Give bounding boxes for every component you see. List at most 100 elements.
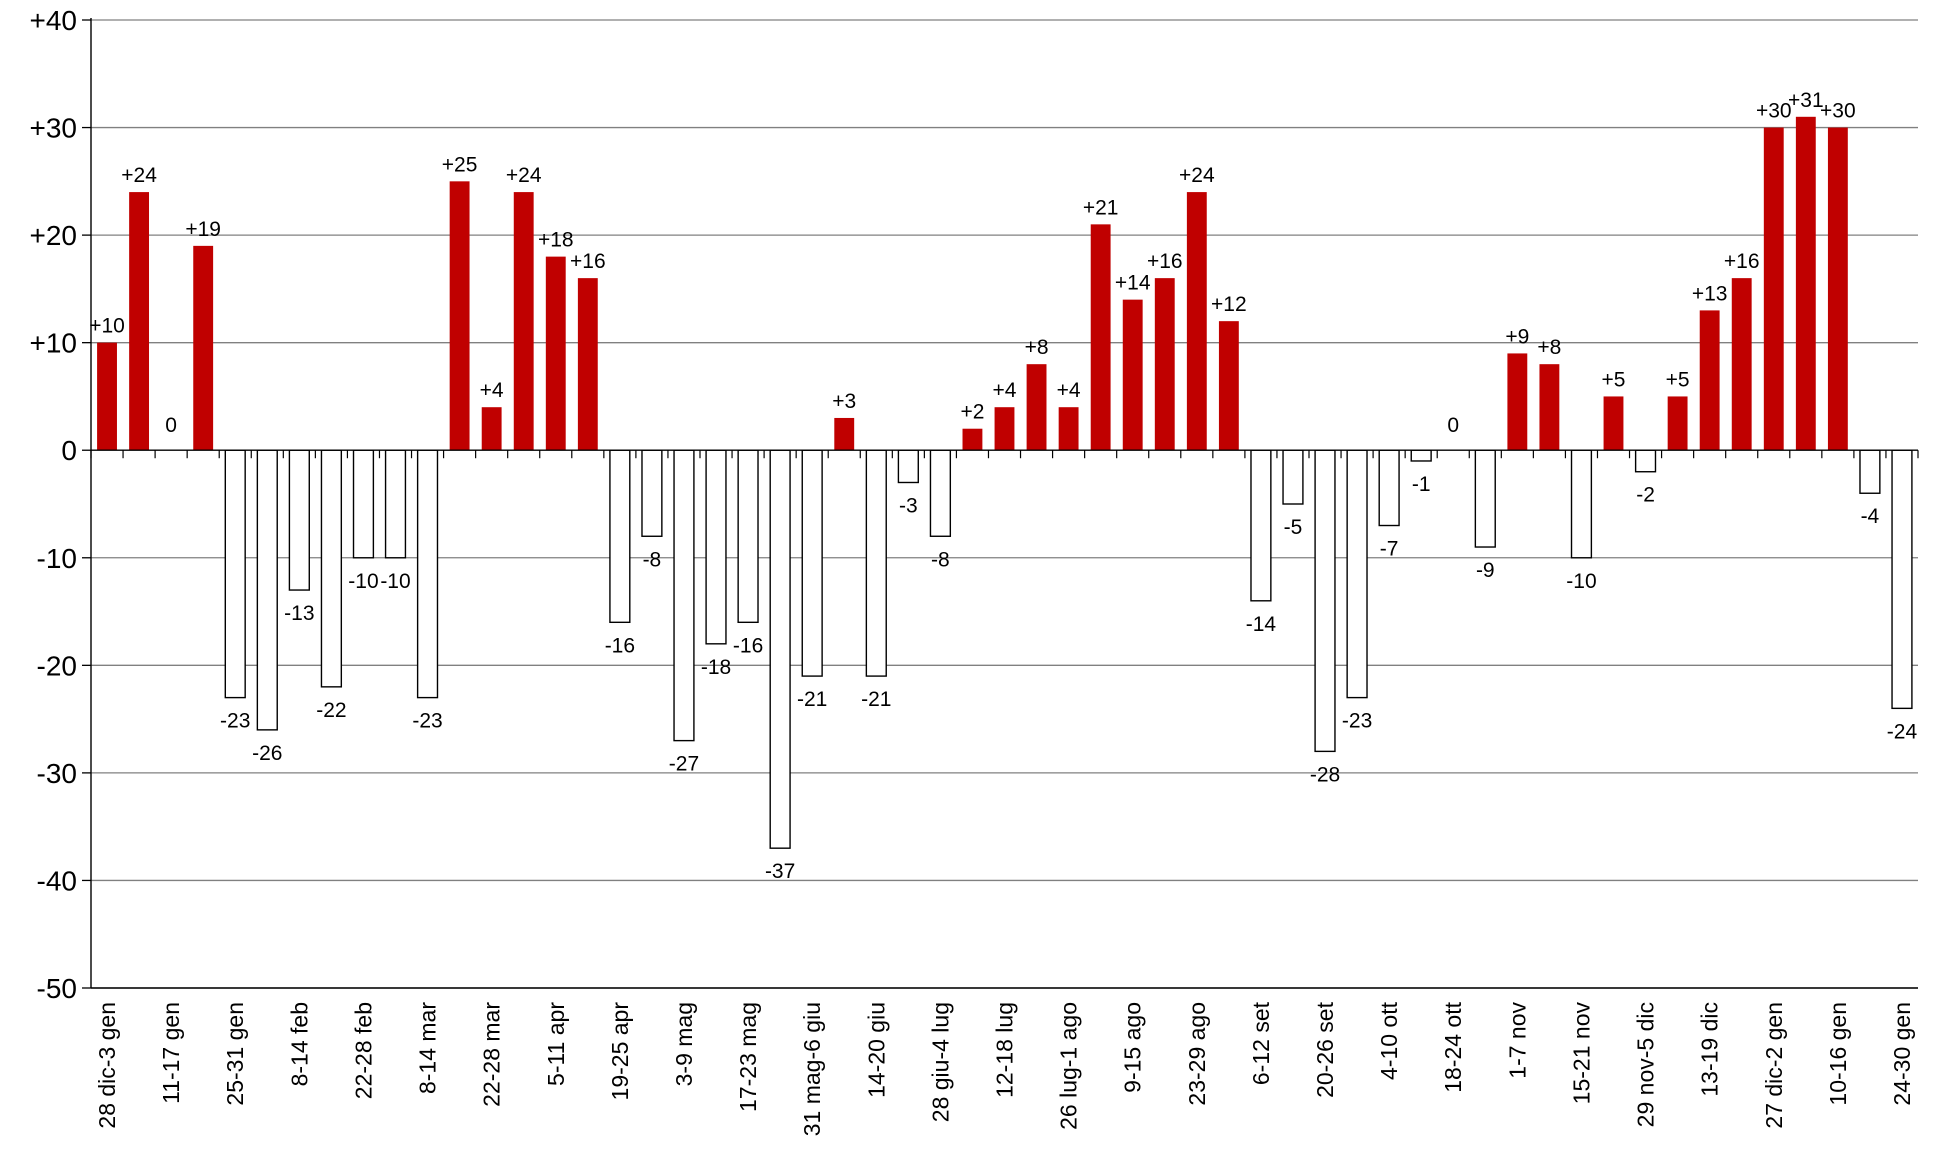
- bar-positive: [834, 417, 855, 451]
- data-label: +18: [538, 229, 574, 252]
- bar-negative: [288, 449, 310, 591]
- bar-negative: [929, 449, 952, 537]
- bar-positive: [1731, 278, 1752, 451]
- data-label: +30: [1820, 100, 1856, 123]
- data-label: +4: [993, 379, 1017, 402]
- bar-negative: [416, 449, 439, 699]
- bar-negative: [1250, 449, 1272, 602]
- x-tick-label: 6-12 set: [1248, 1001, 1274, 1085]
- bar-positive: [962, 428, 983, 451]
- bar-positive: [193, 245, 214, 451]
- x-tick-label: 25-31 gen: [222, 1002, 248, 1106]
- bar-positive: [449, 181, 470, 451]
- bar-positive: [1795, 116, 1816, 451]
- data-label: -21: [861, 688, 891, 711]
- bar-negative: [1410, 449, 1432, 462]
- x-tick-label: 19-25 apr: [607, 1002, 633, 1101]
- data-label: -23: [220, 710, 250, 733]
- x-tick-label: 22-28 feb: [350, 1002, 376, 1099]
- data-label: +4: [480, 379, 504, 402]
- data-label: +5: [1602, 368, 1626, 391]
- x-tick-label: 10-16 gen: [1825, 1002, 1851, 1106]
- data-label: +10: [89, 315, 125, 338]
- bar-negative: [609, 449, 631, 624]
- bar-positive: [1603, 396, 1624, 451]
- bar-negative: [897, 449, 919, 484]
- x-tick-label: 4-10 ott: [1376, 1001, 1402, 1080]
- data-label: -10: [380, 570, 410, 593]
- x-tick-label: 31 mag-6 giu: [799, 1002, 825, 1136]
- x-tick-label: 12-18 lug: [992, 1002, 1018, 1098]
- bar-positive: [1026, 364, 1047, 451]
- bar-negative: [1378, 449, 1400, 527]
- bar-negative: [1474, 449, 1496, 548]
- bar-negative: [320, 449, 343, 688]
- x-tick-label: 29 nov-5 dic: [1633, 1002, 1659, 1127]
- bar-negative: [256, 449, 278, 731]
- data-label: +16: [1147, 250, 1183, 273]
- data-label: -2: [1636, 484, 1655, 507]
- x-tick-label: 11-17 gen: [158, 1002, 184, 1104]
- y-tick-label: +10: [30, 328, 78, 359]
- bar-negative: [673, 449, 695, 742]
- data-label: -37: [765, 860, 795, 883]
- bars: [97, 116, 1913, 849]
- bar-negative: [224, 449, 246, 699]
- data-label: -18: [701, 656, 731, 679]
- data-label: -27: [669, 753, 699, 776]
- data-label: +19: [185, 218, 221, 241]
- bar-negative: [1891, 449, 1913, 710]
- x-tick-label: 27 dic-2 gen: [1761, 1002, 1787, 1129]
- data-label: -1: [1412, 473, 1431, 496]
- x-tick-label: 5-11 apr: [543, 1002, 569, 1086]
- bar-negative: [801, 449, 823, 677]
- data-label: -16: [733, 634, 763, 657]
- y-tick-label: +20: [30, 220, 78, 251]
- x-tick-label: 24-30 gen: [1889, 1002, 1915, 1106]
- data-labels: +10+240+19-23-26-13-22-10 -10-23+25+4+24+…: [89, 89, 1917, 883]
- bar-positive: [1154, 278, 1175, 451]
- bar-negative: [641, 449, 663, 537]
- x-tick-label: 14-20 giu: [863, 1002, 889, 1098]
- y-tick-label: -40: [37, 865, 77, 896]
- data-label: -24: [1887, 720, 1918, 743]
- data-label: -28: [1310, 763, 1340, 786]
- data-label: -23: [1342, 710, 1372, 733]
- data-label: +24: [1179, 164, 1215, 187]
- bar-positive: [994, 407, 1015, 451]
- x-tick-label: 23-29 ago: [1184, 1002, 1210, 1106]
- bar-positive: [97, 342, 117, 451]
- x-tick-label: 20-26 set: [1312, 1001, 1338, 1098]
- data-label: +24: [121, 164, 157, 187]
- bar-positive: [129, 192, 150, 451]
- bar-positive: [545, 256, 566, 451]
- bar-positive: [1699, 310, 1720, 451]
- data-label: +5: [1666, 368, 1690, 391]
- data-label: -13: [284, 602, 314, 625]
- data-label: +12: [1211, 293, 1247, 316]
- data-label: +13: [1692, 282, 1728, 305]
- x-tick-label: 15-21 nov: [1568, 1002, 1594, 1105]
- data-label: -8: [643, 548, 662, 571]
- data-label: +30: [1756, 100, 1792, 123]
- x-tick-label: 28 giu-4 lug: [927, 1002, 953, 1122]
- bar-positive: [1539, 364, 1560, 451]
- bar-negative: [1346, 449, 1368, 699]
- bar-positive: [481, 407, 502, 451]
- data-label: -9: [1476, 559, 1495, 582]
- bar-positive: [1218, 321, 1239, 451]
- x-tick-label: 28 dic-3 gen: [94, 1002, 120, 1129]
- x-tick-label: 3-9 mag: [671, 1002, 697, 1086]
- data-label: -22: [316, 699, 346, 722]
- bar-negative: [1570, 449, 1593, 559]
- data-label: +31: [1788, 89, 1824, 112]
- data-label: +24: [506, 164, 542, 187]
- bar-negative: [1314, 449, 1336, 753]
- y-tick-label: -10: [37, 543, 77, 574]
- x-tick-label: 8-14 mar: [415, 1002, 441, 1094]
- x-tick-label: 13-19 dic: [1697, 1002, 1723, 1097]
- data-label: -5: [1284, 516, 1303, 539]
